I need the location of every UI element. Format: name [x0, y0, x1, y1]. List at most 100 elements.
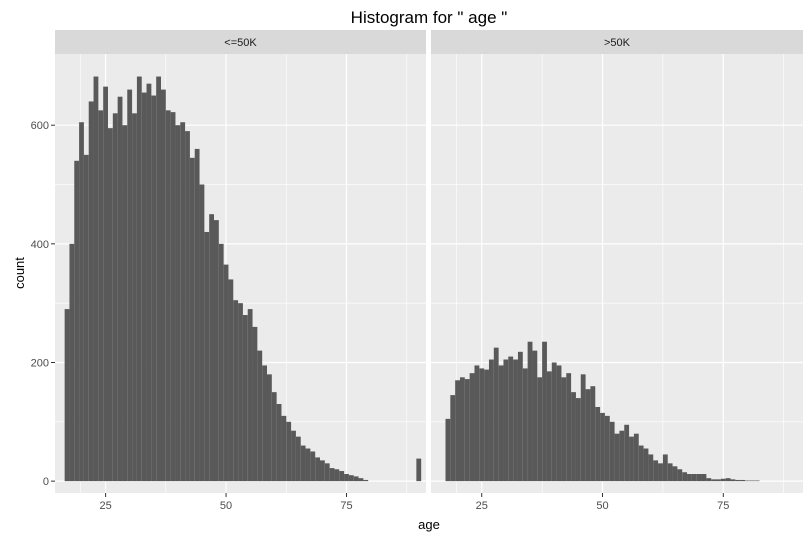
- bar-right-56: [629, 436, 634, 482]
- bar-right-62: [658, 463, 663, 482]
- bar-right-53: [614, 433, 620, 482]
- bar-left-26: [108, 128, 113, 482]
- bar-left-24: [98, 110, 104, 482]
- bar-right-70: [696, 474, 702, 482]
- bar-left-58: [262, 365, 267, 482]
- bar-right-55: [624, 424, 630, 482]
- bar-left-36: [156, 76, 161, 482]
- bar-left-30: [127, 89, 133, 482]
- bar-left-56: [252, 326, 258, 482]
- bar-left-43: [189, 157, 195, 482]
- bar-right-79: [740, 479, 746, 482]
- bar-right-25: [479, 368, 485, 482]
- bar-right-35: [527, 341, 533, 482]
- bar-right-21: [459, 377, 465, 482]
- facet-right: >50K: [431, 30, 803, 493]
- bar-left-33: [141, 92, 147, 482]
- x-tick-label-left-75: 75: [340, 500, 352, 512]
- bar-left-21: [83, 154, 89, 482]
- strip-left: [55, 30, 426, 54]
- strip-label-right: >50K: [604, 37, 631, 49]
- bar-left-17: [64, 309, 70, 482]
- bar-left-54: [242, 315, 248, 482]
- bar-left-72: [329, 468, 335, 482]
- bar-right-24: [474, 365, 480, 482]
- bar-right-80: [745, 480, 750, 482]
- bar-right-68: [687, 474, 692, 482]
- bar-right-78: [735, 479, 741, 482]
- bar-right-50: [600, 412, 605, 482]
- bar-left-67: [305, 448, 311, 482]
- bar-right-33: [517, 351, 523, 482]
- bar-right-31: [508, 356, 514, 482]
- bar-left-70: [320, 460, 325, 482]
- bar-right-28: [493, 347, 499, 482]
- bar-right-30: [503, 359, 509, 482]
- bar-left-77: [353, 476, 359, 482]
- bar-left-73: [334, 469, 340, 482]
- bar-right-75: [720, 478, 726, 482]
- bar-left-74: [339, 471, 345, 482]
- bar-left-49: [218, 243, 224, 482]
- bar-right-18: [445, 418, 451, 482]
- bar-left-22: [88, 101, 94, 482]
- bar-left-59: [267, 374, 272, 482]
- bar-right-54: [619, 430, 625, 482]
- bar-right-59: [643, 448, 649, 482]
- bar-left-78: [358, 478, 364, 482]
- y-tick-label-600: 600: [31, 120, 49, 132]
- bars-left: [64, 76, 422, 482]
- x-axis: 25 50 75 25 50 75: [99, 493, 729, 512]
- bar-left-63: [286, 421, 292, 482]
- bar-right-27: [488, 359, 494, 482]
- bar-right-48: [590, 386, 596, 482]
- bar-left-55: [247, 309, 253, 482]
- bar-right-36: [532, 350, 538, 482]
- strip-right: [431, 30, 803, 54]
- bar-left-53: [238, 303, 243, 482]
- bar-left-27: [112, 113, 118, 482]
- bar-left-48: [214, 220, 219, 482]
- x-tick-label-right-50: 50: [596, 500, 608, 512]
- y-axis: 0 200 400 600: [31, 120, 55, 488]
- bar-left-66: [300, 445, 306, 482]
- bar-right-51: [604, 415, 610, 482]
- bar-right-22: [464, 379, 470, 482]
- bar-left-69: [315, 457, 320, 482]
- bar-left-65: [295, 436, 301, 482]
- x-tick-label-right-75: 75: [717, 500, 729, 512]
- bar-left-25: [103, 86, 108, 482]
- bar-left-46: [204, 231, 210, 482]
- bar-right-58: [638, 445, 644, 482]
- bar-left-32: [136, 76, 142, 482]
- bar-right-67: [682, 472, 688, 482]
- bar-right-61: [653, 460, 659, 482]
- bar-right-43: [566, 373, 572, 482]
- bar-left-35: [151, 95, 157, 482]
- bar-left-57: [257, 350, 263, 482]
- bar-left-41: [180, 122, 186, 482]
- bar-right-47: [585, 389, 591, 482]
- bar-left-50: [223, 264, 229, 482]
- facet-left: <=50K: [55, 30, 426, 493]
- bar-left-38: [165, 110, 171, 482]
- bar-right-60: [648, 454, 654, 482]
- bar-right-41: [556, 365, 562, 482]
- bar-left-42: [185, 131, 190, 482]
- bar-right-63: [662, 454, 668, 482]
- bar-left-76: [348, 475, 354, 482]
- x-tick-label-left-50: 50: [220, 500, 232, 512]
- bar-left-52: [233, 300, 239, 482]
- bar-left-68: [310, 451, 316, 482]
- bar-left-71: [324, 463, 330, 482]
- bar-left-51: [228, 279, 234, 482]
- bar-right-39: [546, 371, 552, 482]
- bar-left-45: [199, 184, 205, 482]
- bar-left-44: [194, 148, 200, 482]
- bar-left-19: [74, 160, 80, 482]
- bar-right-45: [575, 398, 581, 482]
- bar-right-73: [711, 479, 717, 482]
- bar-right-37: [537, 377, 543, 482]
- y-tick-label-400: 400: [31, 239, 49, 251]
